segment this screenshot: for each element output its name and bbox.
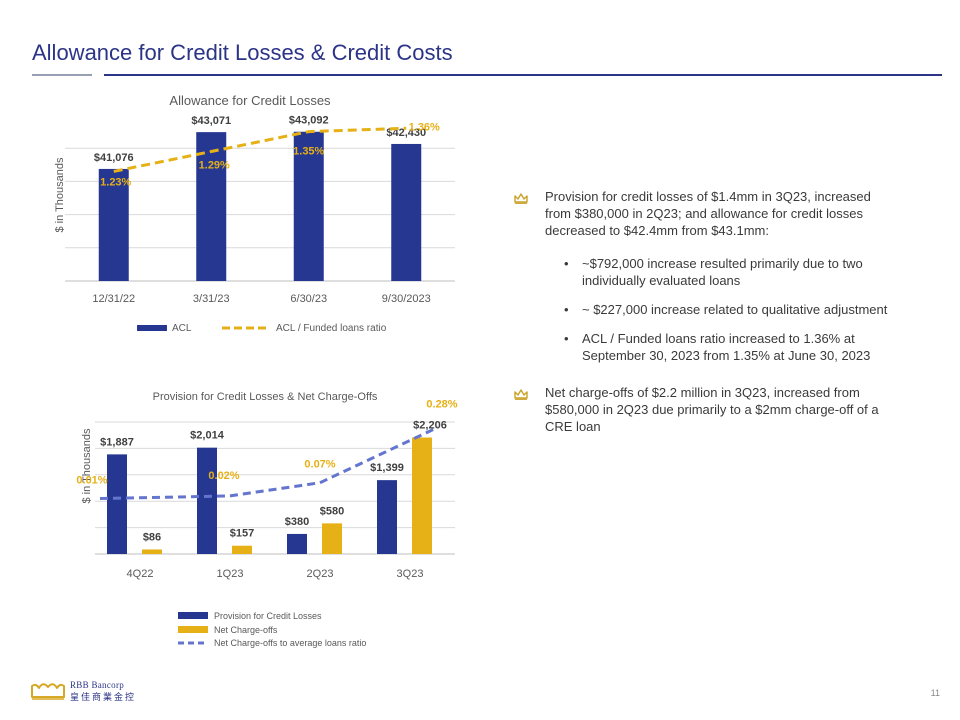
bar-value-label: $580	[320, 505, 344, 517]
bullet-2: Net charge-offs of $2.2 million in 3Q23,…	[512, 384, 897, 435]
ratio-label: 1.36%	[409, 121, 440, 133]
chart-title: Provision for Credit Losses & Net Charge…	[153, 391, 378, 403]
legend-label-nco: Net Charge-offs	[214, 625, 278, 635]
bar-net-charge-offs	[322, 523, 342, 554]
bar-value-label: $86	[143, 531, 161, 543]
logo-name: RBB Bancorp	[70, 680, 125, 690]
y-axis-label: $ in Thousands	[54, 157, 66, 233]
ratio-label: 1.23%	[100, 176, 131, 188]
logo-chinese: 皇佳商業金控	[70, 692, 137, 702]
bar-provision	[377, 480, 397, 554]
sub-bullet-1: ~$792,000 increase resulted primarily du…	[512, 255, 897, 289]
ratio-label: 1.29%	[199, 160, 230, 172]
crown-bullet-icon	[514, 191, 528, 208]
x-tick-label: 6/30/23	[290, 293, 327, 305]
bar-value-label: $157	[230, 528, 254, 540]
legend-swatch-provision	[178, 612, 208, 619]
legend-swatch-nco	[178, 626, 208, 633]
company-logo: RBB Bancorp 皇佳商業金控	[30, 680, 134, 705]
x-tick-label: 1Q23	[217, 568, 244, 580]
legend-label-acl: ACL	[172, 323, 192, 334]
bar-acl	[293, 131, 324, 281]
crown-bullet-icon	[514, 387, 528, 404]
bar-value-label: $43,092	[289, 115, 329, 127]
bar-net-charge-offs	[142, 549, 162, 554]
bar-value-label: $1,887	[100, 436, 134, 448]
x-tick-label: 4Q22	[127, 568, 154, 580]
commentary: Provision for credit losses of $1.4mm in…	[512, 188, 897, 451]
chart-title: Allowance for Credit Losses	[169, 93, 331, 108]
series-line-acl-ratio	[113, 126, 407, 173]
legend-label-ratio: Net Charge-offs to average loans ratio	[214, 638, 366, 648]
bar-net-charge-offs	[232, 545, 252, 554]
provision-chart: Provision for Credit Losses & Net Charge…	[76, 391, 457, 648]
crown-logo-icon	[31, 683, 65, 700]
bullet-2-text: Net charge-offs of $2.2 million in 3Q23,…	[545, 385, 879, 434]
bar-value-label: $380	[285, 516, 309, 528]
title-rule	[104, 74, 942, 76]
bar-provision	[197, 447, 217, 554]
x-tick-label: 3/31/23	[193, 293, 230, 305]
x-tick-label: 3Q23	[397, 568, 424, 580]
bar-value-label: $41,076	[94, 152, 134, 164]
bar-net-charge-offs	[412, 437, 432, 554]
bar-acl	[391, 143, 422, 281]
series-line-nco-ratio	[99, 425, 439, 501]
ratio-label: 0.02%	[208, 470, 239, 482]
sub-bullet-3: ACL / Funded loans ratio increased to 1.…	[512, 330, 897, 364]
bullet-1-text: Provision for credit losses of $1.4mm in…	[545, 189, 871, 238]
page-number: 11	[930, 688, 940, 698]
x-tick-label: 12/31/22	[92, 293, 135, 305]
bar-value-label: $43,071	[191, 115, 231, 127]
legend-swatch-acl	[137, 325, 167, 331]
page-title: Allowance for Credit Losses & Credit Cos…	[32, 40, 453, 65]
title-rule-accent	[32, 74, 92, 76]
x-tick-label: 2Q23	[307, 568, 334, 580]
y-axis-label: $ in Thousands	[81, 428, 93, 504]
bar-acl	[196, 132, 227, 281]
ratio-label: 1.35%	[293, 146, 324, 158]
bar-acl	[98, 168, 129, 281]
bar-value-label: $1,399	[370, 462, 404, 474]
bar-value-label: $2,014	[190, 430, 225, 442]
acl-chart: Allowance for Credit Losses $ in Thousand…	[54, 93, 455, 334]
bar-provision	[287, 533, 307, 554]
ratio-label: 0.01%	[76, 475, 107, 487]
ratio-label: 0.07%	[304, 459, 335, 471]
legend-label-ratio: ACL / Funded loans ratio	[276, 323, 387, 334]
sub-bullet-2: ~ $227,000 increase related to qualitati…	[512, 301, 897, 318]
bar-provision	[107, 454, 127, 554]
ratio-label: 0.28%	[426, 398, 457, 410]
legend-label-provision: Provision for Credit Losses	[214, 611, 322, 621]
x-tick-label: 9/30/2023	[382, 293, 431, 305]
bullet-1: Provision for credit losses of $1.4mm in…	[512, 188, 897, 239]
